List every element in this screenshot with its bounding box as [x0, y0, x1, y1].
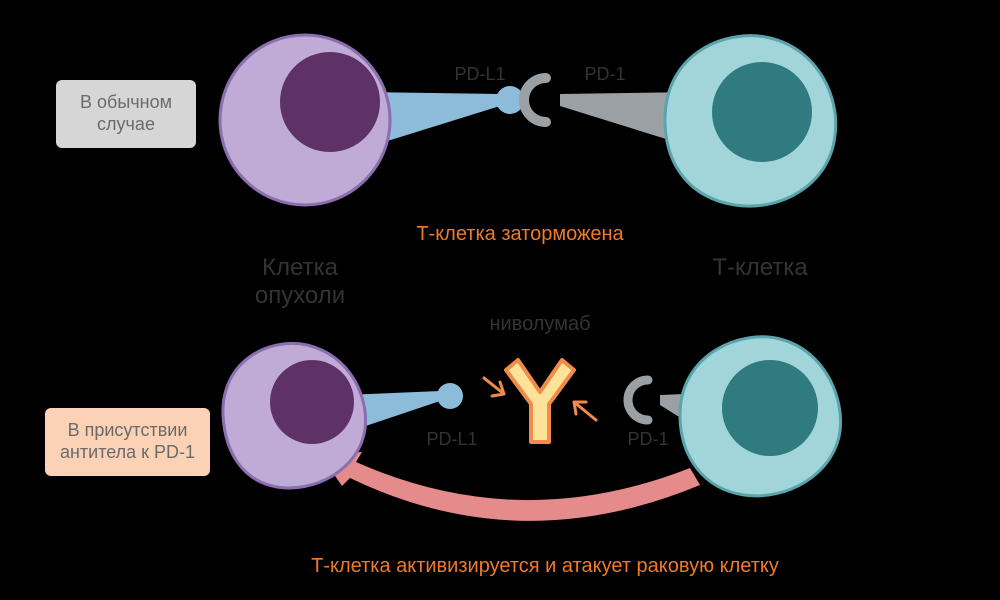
pd1-label-bottom: PD-1 — [627, 429, 668, 449]
diagram-canvas: PD-L1 PD-1 В обычномслучае Т-клетка затормо… — [0, 0, 1000, 600]
normal-box-line2: случае — [97, 114, 155, 134]
ab-box-line2: антитела к PD-1 — [60, 442, 195, 462]
pdl1-knob-bottom — [437, 383, 463, 409]
tumor-label-l2: опухоли — [255, 282, 345, 309]
pd1-label-top: PD-1 — [584, 64, 625, 84]
tumor-nucleus-bottom — [270, 360, 354, 444]
tcell-label: Т-клетка — [712, 254, 808, 281]
ab-box-line1: В присутствии — [68, 420, 188, 440]
caption-inhibited: Т-клетка заторможена — [416, 223, 624, 245]
nivolumab-label: ниволумаб — [489, 313, 590, 335]
pdl1-label-bottom: PD-L1 — [426, 429, 477, 449]
tumor-label-l1: Клетка — [262, 254, 339, 281]
caption-activated: Т-клетка активизируется и атакует ракову… — [311, 555, 779, 577]
pdl1-label-top: PD-L1 — [454, 64, 505, 84]
tcell-nucleus-top — [712, 62, 812, 162]
tumor-nucleus-top — [280, 52, 380, 152]
tcell-nucleus-bottom — [722, 360, 818, 456]
normal-box-line1: В обычном — [80, 92, 172, 112]
